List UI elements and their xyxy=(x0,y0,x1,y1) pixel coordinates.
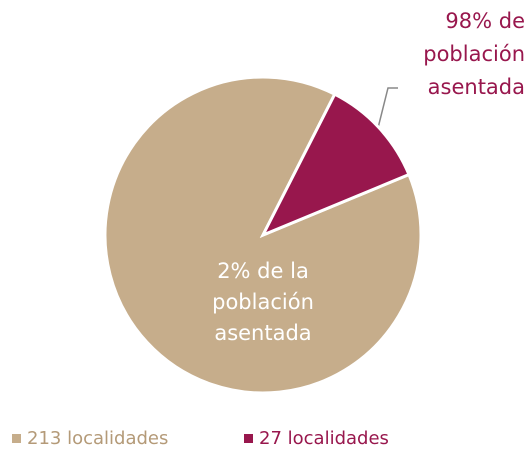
annotation: asentada xyxy=(428,75,525,99)
leader-line xyxy=(377,87,398,129)
legend-swatch xyxy=(12,434,21,443)
pie-slice xyxy=(259,92,411,238)
legend-label: 27 localidades xyxy=(259,428,389,449)
annotation: 98% de xyxy=(445,9,525,33)
annotation: 2% de la xyxy=(217,259,309,283)
annotation: población xyxy=(423,42,525,66)
legend-swatch xyxy=(244,434,253,443)
annotation: asentada xyxy=(214,321,311,345)
annotation: población xyxy=(212,290,314,314)
legend-label: 213 localidades xyxy=(27,428,168,449)
